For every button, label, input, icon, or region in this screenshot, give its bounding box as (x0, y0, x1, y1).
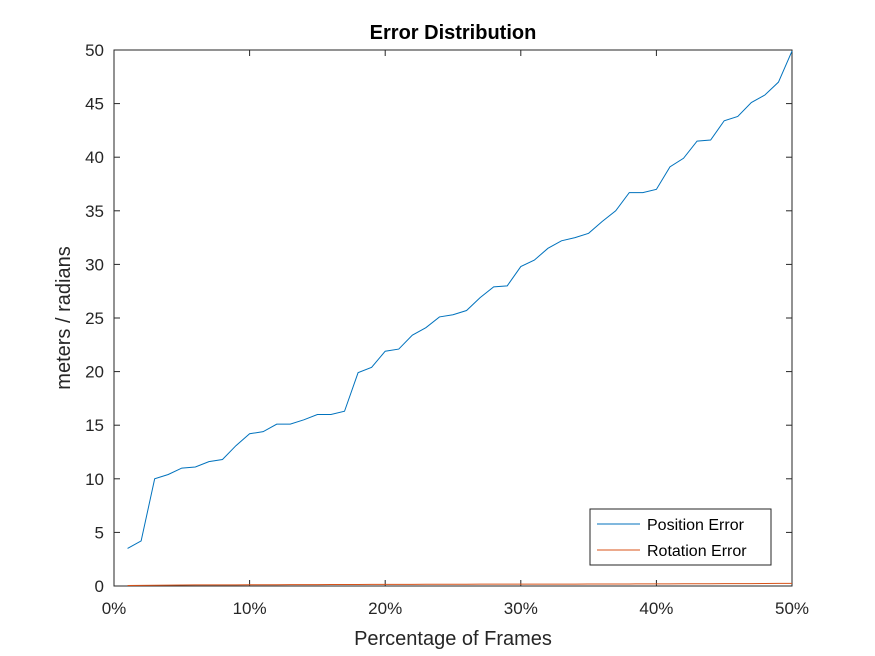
y-tick-label: 20 (85, 363, 104, 382)
legend-box (589, 508, 772, 566)
x-tick-label: 40% (639, 599, 673, 618)
y-tick-label: 40 (85, 148, 104, 167)
legend-label-rotation-error: Rotation Error (647, 543, 747, 560)
y-tick-label: 25 (85, 309, 104, 328)
x-tick-label: 30% (504, 599, 538, 618)
y-tick-label: 45 (85, 95, 104, 114)
axes-box (113, 49, 793, 587)
y-tick-label: 35 (85, 202, 104, 221)
plot-area: 0% 10% 20% 30% 40% 50% 0 5 10 15 20 25 30 35 40 45 50 (85, 41, 809, 618)
legend-label-position-error: Position Error (647, 517, 745, 534)
position-error-line (127, 50, 793, 549)
y-tick-label: 50 (85, 41, 104, 60)
y-tick-label: 5 (95, 523, 104, 542)
y-tick-label: 30 (85, 255, 104, 274)
x-tick-label: 20% (368, 599, 402, 618)
x-tick-label: 50% (775, 599, 809, 618)
x-tick-label: 0% (102, 599, 127, 618)
x-tick-label: 10% (233, 599, 267, 618)
rotation-error-line (127, 582, 793, 586)
y-tick-label: 0 (95, 577, 104, 596)
y-axis-label: meters / radians (53, 246, 75, 389)
legend: Position Error Rotation Error (589, 508, 772, 566)
y-tick-label: 10 (85, 470, 104, 489)
y-tick-label: 15 (85, 416, 104, 435)
chart-title: Error Distribution (370, 22, 537, 44)
x-axis-label: Percentage of Frames (354, 628, 552, 650)
